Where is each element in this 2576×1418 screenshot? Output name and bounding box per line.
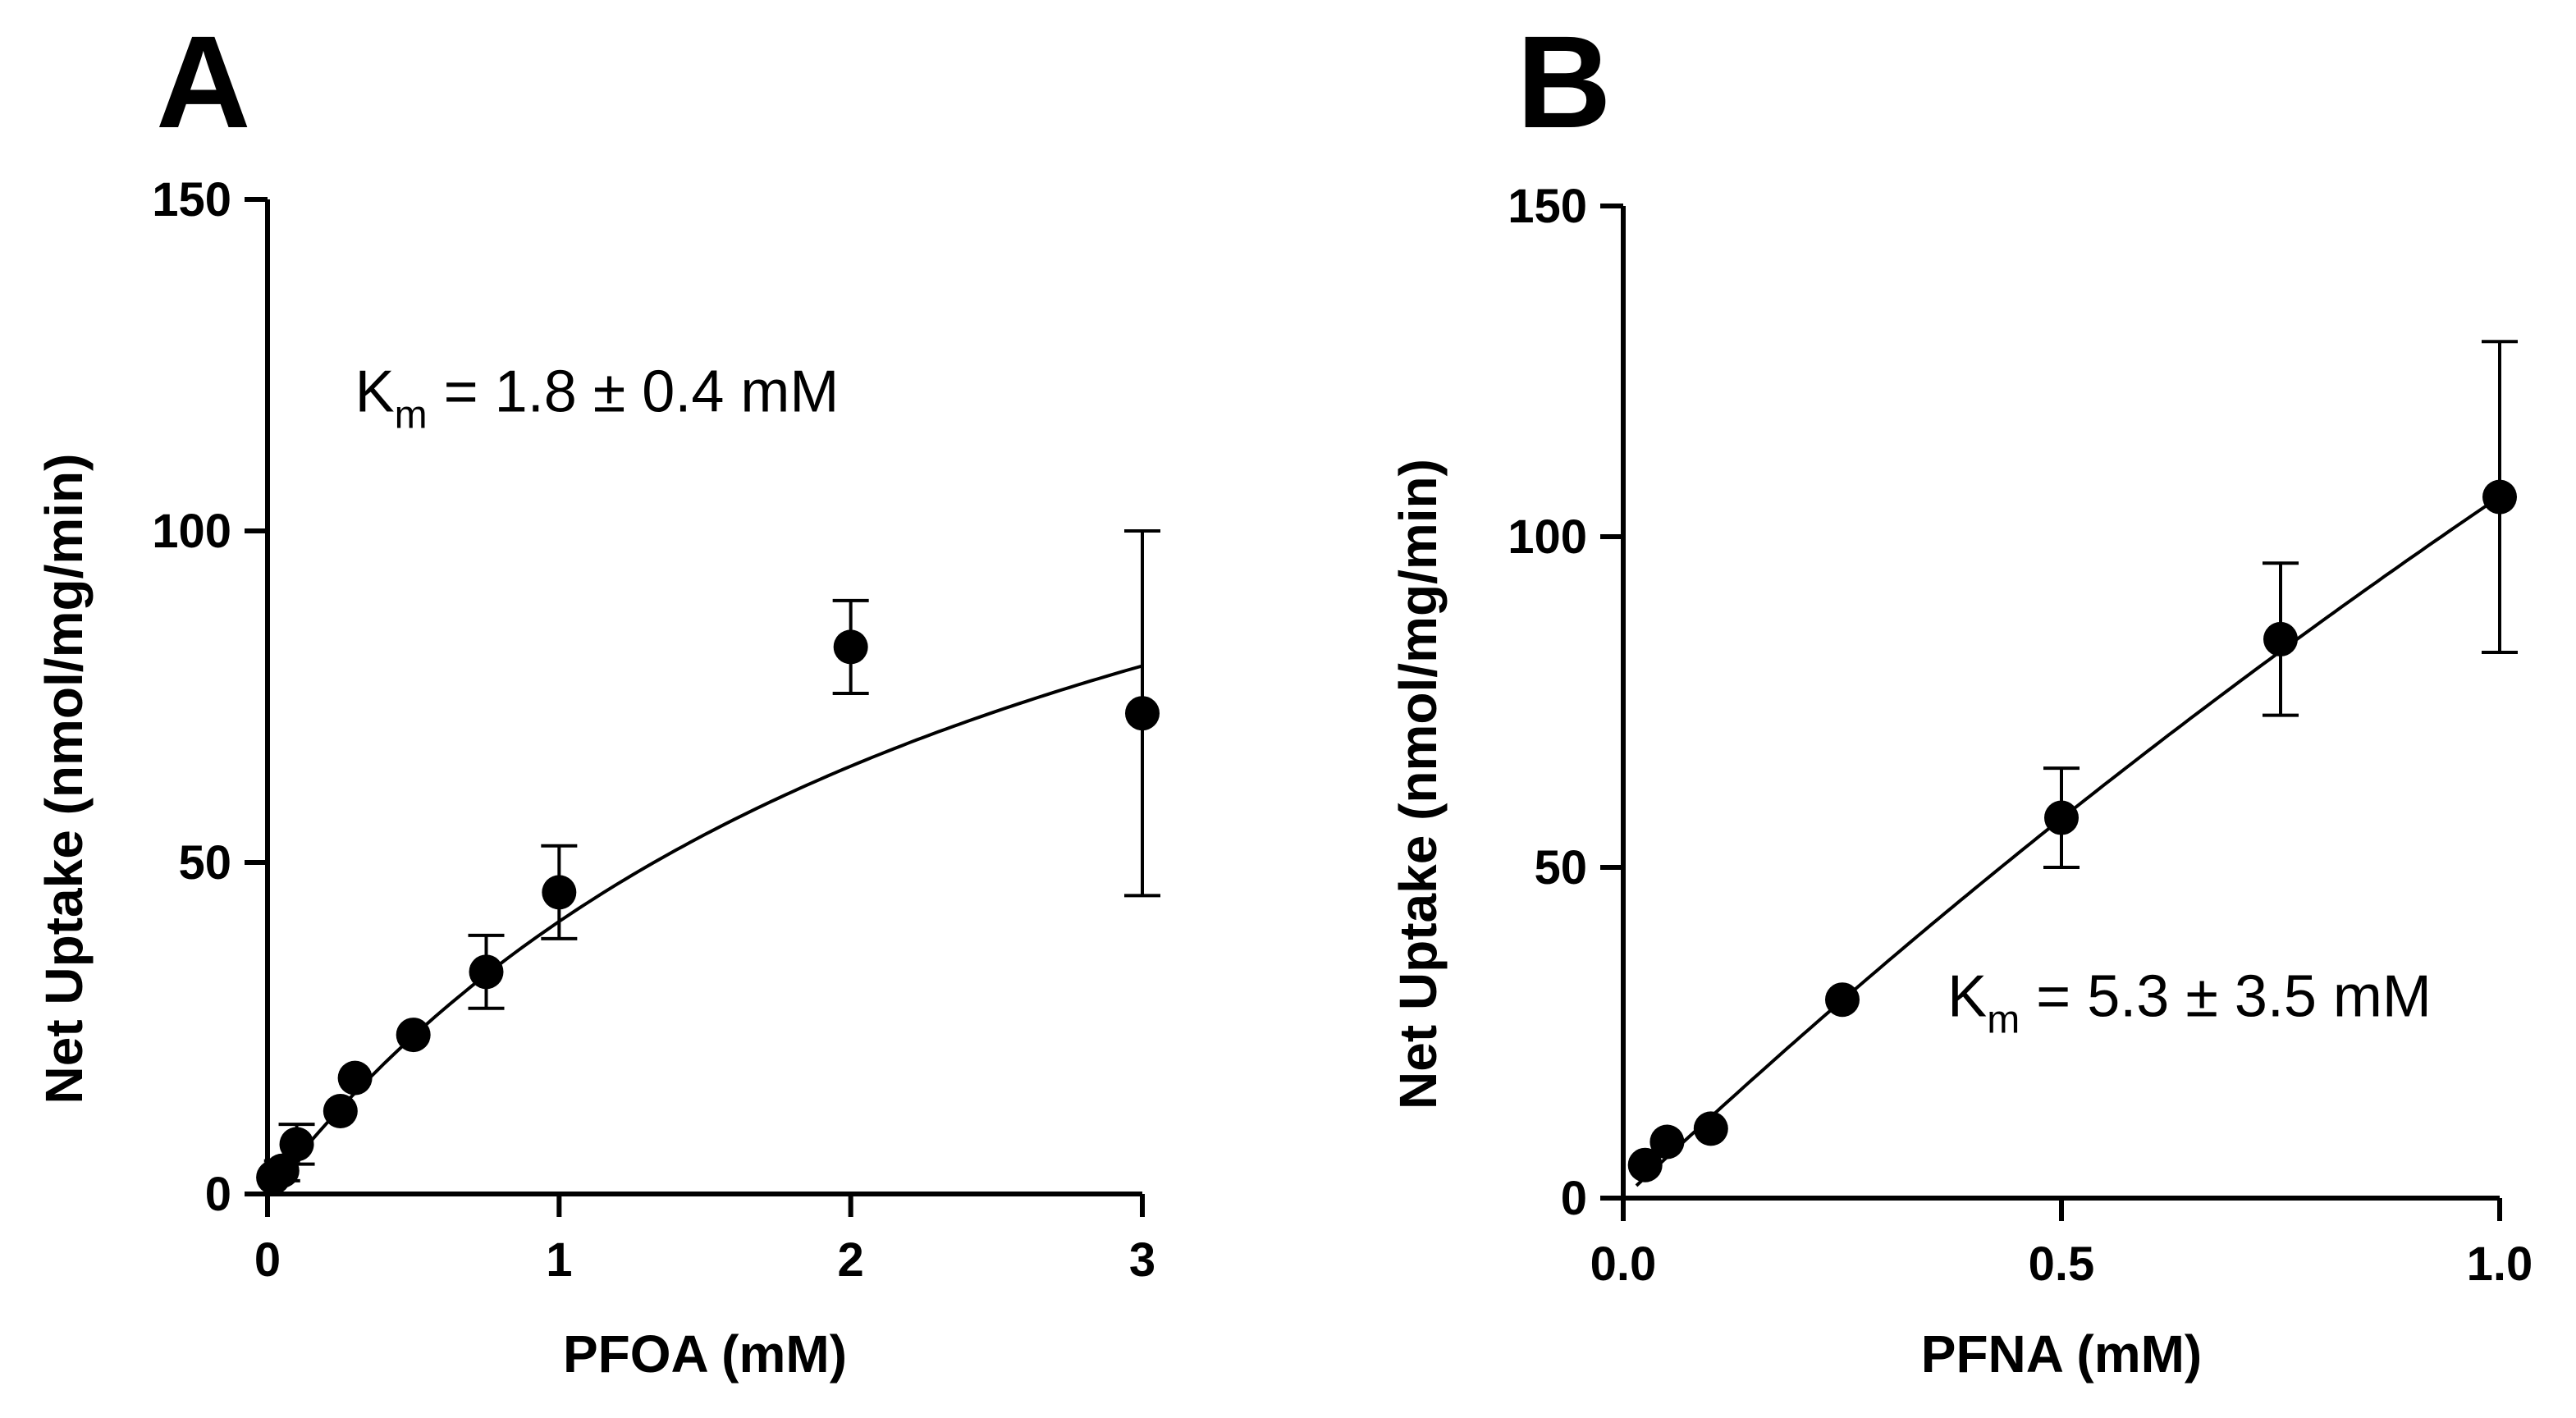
panel-a: A 0 50 100 150 0 1 2 3 Km = 1.8 ± 0.4 mM PFOA (… [34,8,1160,1384]
y-tick-label-a: 50 [178,836,231,890]
fit-line-a [266,664,1143,1196]
y-tick-label-b: 100 [1508,510,1587,564]
y-axis-title-a: Net Uptake (nmol/mg/min) [34,454,94,1105]
x-tick-label-b: 0.5 [2029,1237,2095,1291]
data-point-a [542,875,577,910]
fit-curve-a [266,664,1143,1196]
panel-label-b: B [1517,8,1612,155]
panel-label-a: A [156,8,251,155]
data-point-a [396,1018,431,1053]
data-point-a [279,1127,314,1162]
y-tick-label-a: 100 [152,505,231,558]
x-tick-label-a: 0 [254,1233,281,1287]
km-value-a: = 1.8 ± 0.4 mM [428,359,840,425]
y-tick-label-b: 50 [1534,841,1587,894]
fit-curve-b [1635,495,2501,1187]
x-tick-label-a: 3 [1129,1233,1155,1287]
data-point-a [264,1153,300,1188]
km-symbol-a: K [355,359,395,425]
data-point-b [1649,1124,1685,1160]
y-axis-title-b: Net Uptake (nmol/mg/min) [1389,459,1448,1109]
axes-b: 0 50 100 150 0.0 0.5 1.0 [1508,180,2533,1291]
data-point-b [2263,621,2298,656]
data-point-b [2482,479,2517,515]
data-point-b [2044,800,2079,835]
x-tick-label-b: 1.0 [2467,1237,2533,1291]
data-point-a [1125,696,1160,731]
fit-line-b [1635,495,2501,1187]
data-point-a [323,1094,358,1128]
y-tick-label-a: 0 [205,1168,231,1221]
km-annotation-a: Km = 1.8 ± 0.4 mM [355,359,840,437]
x-tick-label-a: 2 [838,1233,864,1287]
data-points-a [256,529,1160,1195]
data-point-a [337,1060,373,1096]
km-subscript-a: m [395,394,428,437]
data-points-b [1627,340,2518,1182]
data-point-b [1825,982,1860,1018]
km-symbol-b: K [1947,963,1987,1029]
axes-a: 0 50 100 150 0 1 2 3 [152,173,1155,1287]
x-tick-label-b: 0.0 [1590,1237,1657,1291]
data-point-a [469,954,504,990]
panel-b: B 0 50 100 150 0.0 0.5 1.0 Km = 5.3 ± 3.5 mM P… [1389,8,2533,1384]
x-axis-title-a: PFOA (mM) [563,1324,847,1384]
data-point-b [1627,1147,1663,1182]
y-tick-label-a: 150 [152,173,231,226]
km-annotation-b: Km = 5.3 ± 3.5 mM [1947,963,2432,1041]
km-subscript-b: m [1987,998,2020,1041]
data-point-b [1693,1111,1728,1146]
data-point-a [833,629,868,665]
y-tick-label-b: 0 [1561,1172,1587,1225]
x-tick-label-a: 1 [546,1233,572,1287]
y-tick-label-b: 150 [1508,180,1587,233]
km-value-b: = 5.3 ± 3.5 mM [2020,963,2432,1029]
x-axis-title-b: PFNA (mM) [1921,1324,2202,1384]
